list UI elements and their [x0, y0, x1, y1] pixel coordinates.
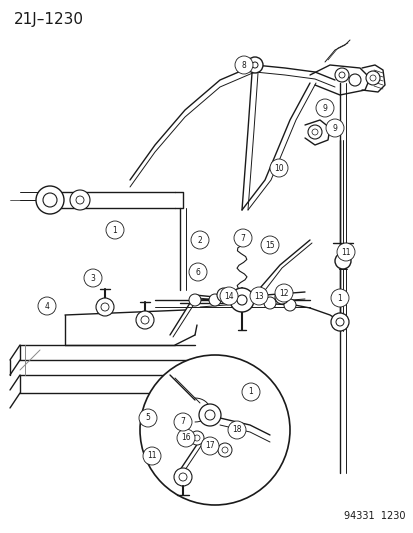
- Circle shape: [136, 311, 154, 329]
- Circle shape: [209, 294, 221, 306]
- Circle shape: [274, 284, 292, 302]
- Circle shape: [194, 435, 199, 441]
- Circle shape: [101, 303, 109, 311]
- Text: 1: 1: [112, 225, 117, 235]
- Text: 13: 13: [254, 292, 263, 301]
- Text: 11: 11: [340, 247, 350, 256]
- Circle shape: [252, 288, 266, 302]
- Circle shape: [199, 404, 221, 426]
- Circle shape: [190, 231, 209, 249]
- Circle shape: [38, 297, 56, 315]
- Circle shape: [311, 129, 317, 135]
- Circle shape: [315, 99, 333, 117]
- Text: 16: 16: [181, 433, 190, 442]
- Circle shape: [249, 287, 267, 305]
- Circle shape: [252, 62, 257, 68]
- Circle shape: [336, 243, 354, 261]
- Circle shape: [334, 253, 350, 269]
- Text: 4: 4: [45, 302, 49, 311]
- Text: 14: 14: [224, 292, 233, 301]
- Circle shape: [216, 288, 230, 302]
- Text: 10: 10: [273, 164, 283, 173]
- Circle shape: [173, 468, 192, 486]
- Circle shape: [325, 119, 343, 137]
- Circle shape: [260, 236, 278, 254]
- Circle shape: [365, 71, 379, 85]
- Circle shape: [235, 56, 252, 74]
- Text: 2: 2: [197, 236, 202, 245]
- Text: 3: 3: [90, 273, 95, 282]
- Text: 7: 7: [180, 417, 185, 426]
- Circle shape: [84, 269, 102, 287]
- Text: 11: 11: [147, 451, 157, 461]
- Circle shape: [334, 68, 348, 82]
- Text: 21J–1230: 21J–1230: [14, 12, 84, 27]
- Circle shape: [247, 57, 262, 73]
- Circle shape: [70, 190, 90, 210]
- Text: 94331  1230: 94331 1230: [344, 511, 405, 521]
- Circle shape: [230, 288, 254, 312]
- Text: 9: 9: [322, 103, 327, 112]
- Circle shape: [177, 429, 195, 447]
- Circle shape: [369, 75, 375, 81]
- Circle shape: [269, 159, 287, 177]
- Text: 6: 6: [195, 268, 200, 277]
- Circle shape: [141, 316, 149, 324]
- Text: 7: 7: [240, 233, 245, 243]
- Circle shape: [335, 318, 343, 326]
- Circle shape: [189, 263, 206, 281]
- Circle shape: [221, 447, 228, 453]
- Circle shape: [233, 229, 252, 247]
- Text: 17: 17: [205, 441, 214, 450]
- Circle shape: [202, 438, 216, 452]
- Circle shape: [228, 421, 245, 439]
- Circle shape: [330, 289, 348, 307]
- Circle shape: [139, 409, 157, 427]
- Circle shape: [142, 447, 161, 465]
- Text: 1: 1: [248, 387, 253, 397]
- Circle shape: [96, 298, 114, 316]
- Circle shape: [348, 74, 360, 86]
- Text: 18: 18: [232, 425, 241, 434]
- Text: 5: 5: [145, 414, 150, 423]
- Circle shape: [236, 295, 247, 305]
- Circle shape: [36, 186, 64, 214]
- Circle shape: [189, 294, 201, 306]
- Circle shape: [204, 410, 214, 420]
- Circle shape: [190, 431, 204, 445]
- Text: 15: 15: [265, 240, 274, 249]
- Text: 8: 8: [241, 61, 246, 69]
- Circle shape: [219, 287, 237, 305]
- Circle shape: [76, 196, 84, 204]
- Text: 1: 1: [337, 294, 342, 303]
- Circle shape: [201, 437, 218, 455]
- Circle shape: [274, 290, 288, 304]
- Circle shape: [263, 297, 275, 309]
- Text: 9: 9: [332, 124, 337, 133]
- Circle shape: [206, 442, 212, 448]
- Circle shape: [283, 299, 295, 311]
- Circle shape: [173, 413, 192, 431]
- Text: 12: 12: [279, 288, 288, 297]
- Circle shape: [43, 193, 57, 207]
- Circle shape: [307, 125, 321, 139]
- Circle shape: [106, 221, 124, 239]
- Circle shape: [218, 443, 231, 457]
- Circle shape: [140, 355, 289, 505]
- Circle shape: [242, 383, 259, 401]
- Circle shape: [330, 313, 348, 331]
- Circle shape: [178, 473, 187, 481]
- Circle shape: [338, 72, 344, 78]
